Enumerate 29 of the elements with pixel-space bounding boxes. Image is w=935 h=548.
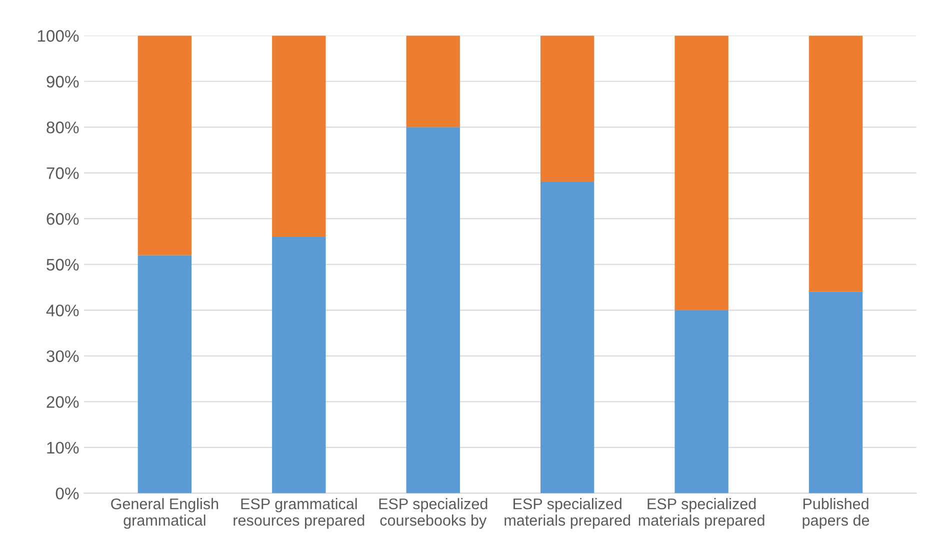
bar	[406, 36, 460, 128]
x-tick-label: ESP specialized materials prepared	[638, 498, 764, 529]
y-tick-label: 80%	[46, 122, 79, 134]
y-tick-label: 10%	[47, 442, 79, 454]
bar	[674, 36, 728, 310]
y-tick-label: 50%	[46, 258, 79, 271]
x-tick-label: ESP grammatical resources prepared	[234, 498, 364, 529]
bar	[138, 36, 192, 256]
y-tick-label: 60%	[46, 213, 79, 225]
bar	[138, 255, 192, 494]
bar	[540, 182, 594, 494]
y-tick-label: 30%	[46, 350, 79, 362]
y-tick-label: 70%	[46, 167, 79, 180]
bar	[674, 310, 728, 494]
y-tick-label: 20%	[46, 396, 79, 408]
bar	[272, 236, 326, 494]
y-tick-label: 40%	[46, 304, 79, 316]
x-tick-label: ESP specialized coursebooks by	[379, 498, 488, 529]
y-tick-label: 100%	[38, 30, 79, 42]
x-tick-label: General English grammatical	[111, 498, 218, 529]
bar	[272, 36, 326, 237]
x-tick-label: Published papers de	[802, 498, 870, 529]
x-tick-label: ESP specialized materials prepared	[504, 498, 630, 529]
y-tick-label: 0%	[56, 488, 79, 500]
bar	[808, 36, 863, 292]
bar	[808, 292, 863, 494]
bar	[540, 36, 594, 182]
y-tick-label: 90%	[46, 76, 79, 88]
bar	[406, 127, 460, 494]
